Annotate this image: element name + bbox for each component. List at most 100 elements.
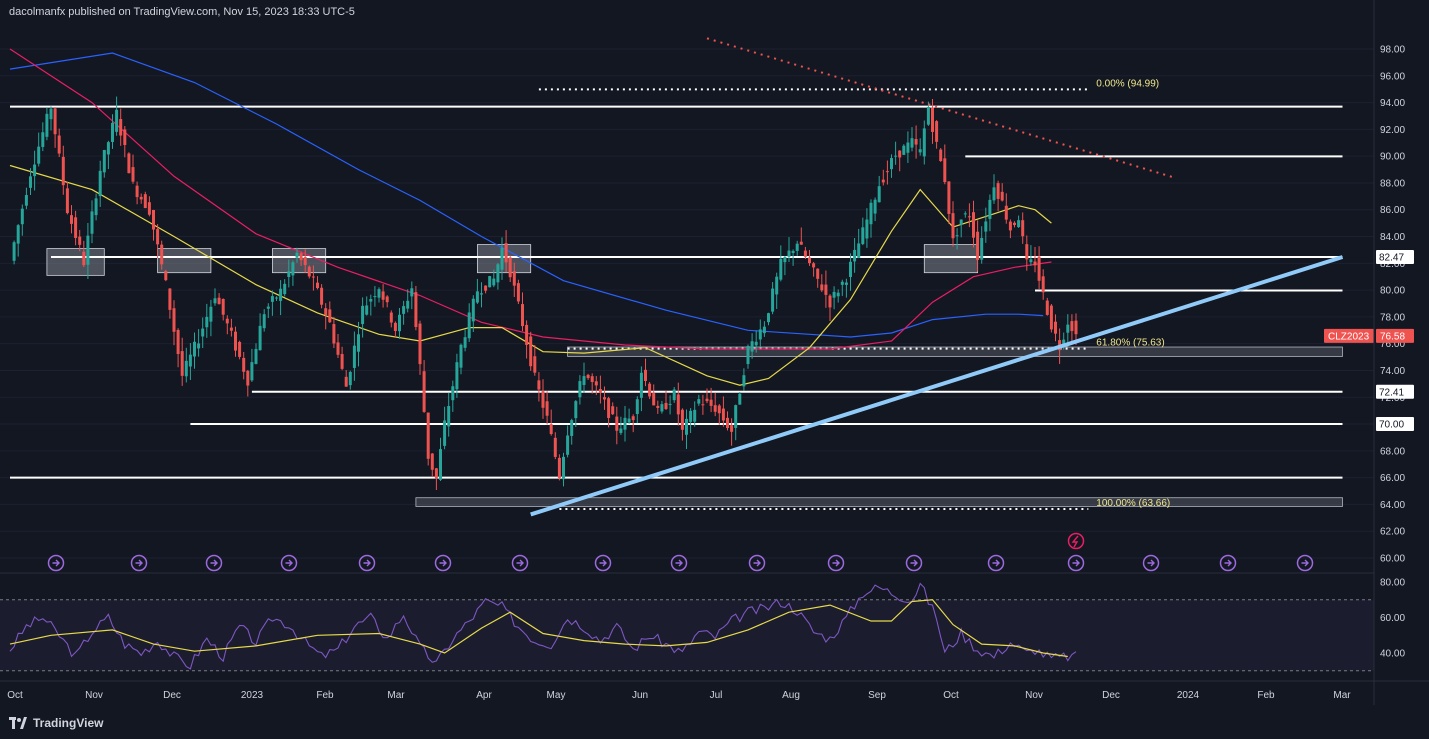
candle-body [906,142,910,153]
candle-body [734,405,738,428]
event-arrow-icon[interactable] [280,554,298,572]
event-arrow-icon[interactable] [1142,554,1160,572]
candle-body [619,428,623,433]
candle-body [832,291,836,298]
candle-body [762,326,766,334]
candle-body [480,293,483,295]
candle-body [361,305,365,325]
candle-body [557,457,561,478]
candle-body [115,109,119,132]
candle-body [881,179,885,183]
candle-body [959,219,963,225]
candle-body [910,138,914,148]
price-tick-label: 68.00 [1380,446,1405,457]
fibonacci-levels: 0.00% (94.99) 61.80% (75.63) 100.00% (63.6… [538,78,1170,510]
event-arrow-icon[interactable] [905,554,923,572]
time-tick-label: Dec [163,690,181,701]
event-arrow-icon[interactable] [205,554,223,572]
candle-body [648,383,652,397]
candle-body [65,188,69,214]
event-arrow-icon[interactable] [434,554,452,572]
candle-body [225,318,229,324]
candle-body [869,202,873,225]
candle-body [398,314,401,332]
candle-body [553,437,557,457]
candle-body [147,202,151,215]
event-arrow-icon[interactable] [827,554,845,572]
time-tick-label: Sep [868,690,886,701]
event-arrow-icon[interactable] [670,554,688,572]
price-panel[interactable]: 0.00% (94.99) 61.80% (75.63) 100.00% (63.6… [9,37,1344,572]
time-tick-label: Nov [1025,690,1043,701]
event-arrow-icon[interactable] [511,554,529,572]
support-zone [567,346,1343,357]
candle-body [951,213,955,239]
consolidation-box [157,248,212,274]
candle-body [1000,191,1004,201]
event-arrow-icon[interactable] [47,554,65,572]
candle-body [680,409,684,430]
candle-body [488,276,492,288]
candle-body [808,257,811,264]
candle-body [824,284,828,295]
event-arrow-icon[interactable] [987,554,1005,572]
price-tick-label: 84.00 [1380,232,1405,243]
candle-body [430,453,434,470]
time-tick-label: 2023 [241,690,264,701]
candle-body [1033,261,1037,266]
candle-body [459,344,463,368]
event-arrow-icon[interactable] [748,554,766,572]
candle-body [266,306,270,309]
price-tick-label: 86.00 [1380,205,1405,216]
candle-body [623,417,627,430]
candle-body [270,296,274,302]
candle-body [652,393,656,406]
price-tick-label: 80.00 [1380,286,1405,297]
candle-body [750,341,754,352]
candle-body [1049,305,1053,330]
candle-body [812,263,816,268]
candle-body [418,323,422,365]
candle-body [57,135,61,154]
candle-body [713,405,717,412]
price-tick-label: 66.00 [1380,473,1405,484]
candle-body [931,107,934,132]
candle-body [209,306,213,322]
event-arrow-icon-ring [358,554,376,572]
event-arrow-icon[interactable] [1219,554,1237,572]
event-arrow-icon-ring [205,554,223,572]
candle-body [451,386,455,401]
event-arrow-icon[interactable] [594,554,612,572]
candle-body [434,468,438,479]
event-arrow-icon-ring [827,554,845,572]
candle-body [566,435,570,455]
candle-body [693,409,697,422]
candle-body [598,388,602,393]
event-arrow-icon-glyph [210,559,218,567]
event-arrow-icon[interactable] [1067,554,1085,572]
event-arrow-icon[interactable] [1296,554,1314,572]
consolidation-box [46,248,105,276]
candle-body [1066,324,1070,333]
candle-body [783,256,787,263]
candle-body [1062,339,1066,345]
event-markers[interactable] [47,532,1314,572]
candle-body [311,276,315,278]
candle-body [217,297,221,305]
candle-body [594,381,598,386]
lightning-event-icon[interactable] [1067,532,1085,550]
tradingview-footer[interactable]: TradingView [9,716,103,730]
event-arrow-icon-glyph [992,559,1000,567]
candle-body [791,250,795,254]
candle-body [607,398,611,418]
event-arrow-icon-ring [511,554,529,572]
candle-body [615,416,619,431]
event-arrow-icon[interactable] [358,554,376,572]
time-tick-label: Mar [387,690,405,701]
candle-body [767,313,770,323]
rsi-panel[interactable] [0,582,1374,672]
candle-body [283,283,287,295]
event-arrow-icon[interactable] [130,554,148,572]
candle-body [570,420,574,436]
